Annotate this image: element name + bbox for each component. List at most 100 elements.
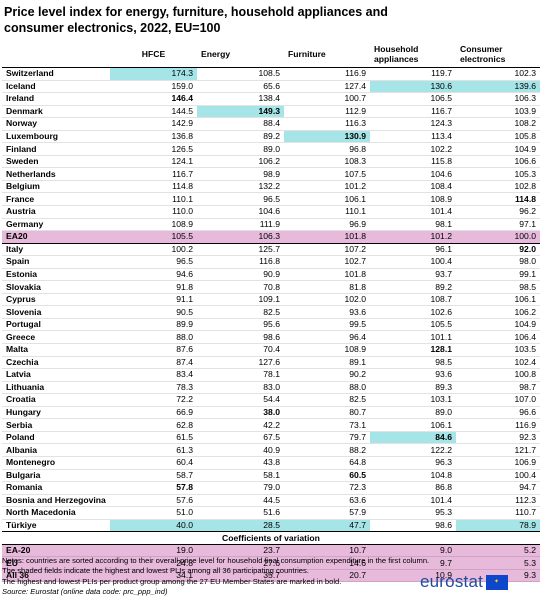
cell-furniture: 127.4 <box>284 80 370 94</box>
cell-household-appliances: 100.4 <box>370 255 456 269</box>
cell-energy: 138.4 <box>197 92 284 106</box>
cell-furniture: 108.3 <box>284 155 370 169</box>
cell-hfce: 100.2 <box>110 243 197 257</box>
cell-energy: 132.2 <box>197 180 284 194</box>
table-row: Hungary 66.9 38.0 80.7 89.0 96.6 <box>2 406 540 420</box>
cell-consumer-electronics: 98.0 <box>456 255 540 269</box>
cell-furniture: 100.7 <box>284 92 370 106</box>
cell-hfce: 88.0 <box>110 330 197 345</box>
cell-energy: 58.1 <box>197 469 284 483</box>
cell-household-appliances: 106.1 <box>370 418 456 432</box>
cell-hfce: 60.4 <box>110 456 197 470</box>
cell-consumer-electronics: 78.9 <box>456 519 540 533</box>
cell-furniture: 73.1 <box>284 418 370 432</box>
cell-furniture: 79.7 <box>284 431 370 445</box>
cell-furniture: 130.9 <box>284 130 370 144</box>
cell-hfce: 72.2 <box>110 393 197 407</box>
cell-household-appliances: 93.6 <box>370 368 456 382</box>
cell-energy: 67.5 <box>197 431 284 445</box>
cell-hfce: 89.9 <box>110 318 197 332</box>
cell-household-appliances: 89.3 <box>370 381 456 395</box>
cell-energy: 78.1 <box>197 368 284 382</box>
cell-hfce: 58.7 <box>110 469 197 483</box>
table-row: Estonia 94.6 90.9 101.8 93.7 99.1 <box>2 268 540 282</box>
cell-furniture: 108.9 <box>284 343 370 357</box>
cell-consumer-electronics: 112.3 <box>456 494 540 508</box>
table-row: Cyprus 91.1 109.1 102.0 108.7 106.1 <box>2 293 540 307</box>
header-household-appliances: Household appliances <box>374 44 419 64</box>
cell-household-appliances: 103.1 <box>370 393 456 407</box>
table-row: Norway 142.9 88.4 116.3 124.3 108.2 <box>2 117 540 131</box>
cell-energy: 79.0 <box>197 481 284 495</box>
cell-household-appliances: 89.0 <box>370 406 456 420</box>
cell-household-appliances: 98.5 <box>370 356 456 370</box>
table-row: Luxembourg 136.8 89.2 130.9 113.4 105.8 <box>2 130 540 144</box>
cell-household-appliances: 84.6 <box>370 431 456 445</box>
country-name: Bulgaria <box>2 469 110 483</box>
country-name: Slovakia <box>2 280 110 294</box>
cell-consumer-electronics: 98.5 <box>456 280 540 294</box>
country-name: Norway <box>2 117 110 131</box>
country-name: Italy <box>2 243 110 257</box>
cell-energy: 70.8 <box>197 280 284 294</box>
table-header-row: HFCE Energy Furniture Household applianc… <box>2 41 540 68</box>
cv-consumer-electronics: 5.3 <box>456 556 540 570</box>
cell-consumer-electronics: 98.7 <box>456 381 540 395</box>
country-name: Lithuania <box>2 381 110 395</box>
cell-furniture: 89.1 <box>284 356 370 370</box>
cell-energy: 106.3 <box>197 230 284 244</box>
note-line: The highest and lowest PLIs per product … <box>2 576 342 586</box>
cell-consumer-electronics: 106.9 <box>456 456 540 470</box>
cell-household-appliances: 128.1 <box>370 343 456 357</box>
table-row: France 110.1 96.5 106.1 108.9 114.8 <box>2 192 540 206</box>
cell-consumer-electronics: 106.2 <box>456 305 540 319</box>
country-name: EA20 <box>2 230 110 244</box>
cell-consumer-electronics: 100.4 <box>456 469 540 483</box>
cell-household-appliances: 108.7 <box>370 293 456 307</box>
cell-consumer-electronics: 92.0 <box>456 243 540 257</box>
cell-hfce: 159.0 <box>110 80 197 94</box>
cv-hfce: 34.1 <box>110 569 197 583</box>
cell-energy: 104.6 <box>197 205 284 219</box>
cell-hfce: 94.6 <box>110 268 197 282</box>
country-name: Romania <box>2 481 110 495</box>
cell-hfce: 40.0 <box>110 519 197 533</box>
table-row: Denmark 144.5 149.3 112.9 116.7 103.9 <box>2 105 540 119</box>
cell-hfce: 57.6 <box>110 494 197 508</box>
cell-hfce: 114.8 <box>110 180 197 194</box>
country-name: Estonia <box>2 268 110 282</box>
cell-energy: 88.4 <box>197 117 284 131</box>
country-name: Finland <box>2 142 110 156</box>
cell-hfce: 91.8 <box>110 280 197 294</box>
table-row: Netherlands 116.7 98.9 107.5 104.6 105.3 <box>2 167 540 181</box>
table-row: Poland 61.5 67.5 79.7 84.6 92.3 <box>2 431 540 445</box>
table-row: Latvia 83.4 78.1 90.2 93.6 100.8 <box>2 368 540 382</box>
cv-energy: 27.6 <box>197 556 284 570</box>
cell-hfce: 105.5 <box>110 230 197 244</box>
note-line: The shaded fields indicate the highest a… <box>2 566 309 576</box>
cell-furniture: 112.9 <box>284 105 370 119</box>
cell-hfce: 96.5 <box>110 255 197 269</box>
country-name: North Macedonia <box>2 506 110 520</box>
cell-household-appliances: 119.7 <box>370 67 456 81</box>
table-row: Czechia 87.4 127.6 89.1 98.5 102.4 <box>2 356 540 370</box>
country-name: Albania <box>2 443 110 457</box>
cell-consumer-electronics: 106.4 <box>456 330 540 345</box>
table-row: Ireland 146.4 138.4 100.7 106.5 106.3 <box>2 92 540 106</box>
table-row: Türkiye 40.0 28.5 47.7 98.6 78.9 <box>2 519 540 533</box>
cell-hfce: 61.5 <box>110 431 197 445</box>
eu-flag-icon: ✦ <box>486 574 509 590</box>
country-name: Austria <box>2 205 110 219</box>
cell-energy: 54.4 <box>197 393 284 407</box>
table-row: North Macedonia 51.0 51.6 57.9 95.3 110.7 <box>2 506 540 520</box>
cell-energy: 42.2 <box>197 418 284 432</box>
cell-consumer-electronics: 99.1 <box>456 268 540 282</box>
cell-energy: 89.2 <box>197 130 284 144</box>
country-name: Spain <box>2 255 110 269</box>
table-row: Switzerland 174.3 108.5 116.9 119.7 102.3 <box>2 67 540 81</box>
cv-furniture: 14.6 <box>284 556 370 570</box>
cell-hfce: 87.6 <box>110 343 197 357</box>
table-row: Portugal 89.9 95.6 99.5 105.5 104.9 <box>2 318 540 332</box>
country-name: France <box>2 192 110 206</box>
country-name: Denmark <box>2 105 110 119</box>
